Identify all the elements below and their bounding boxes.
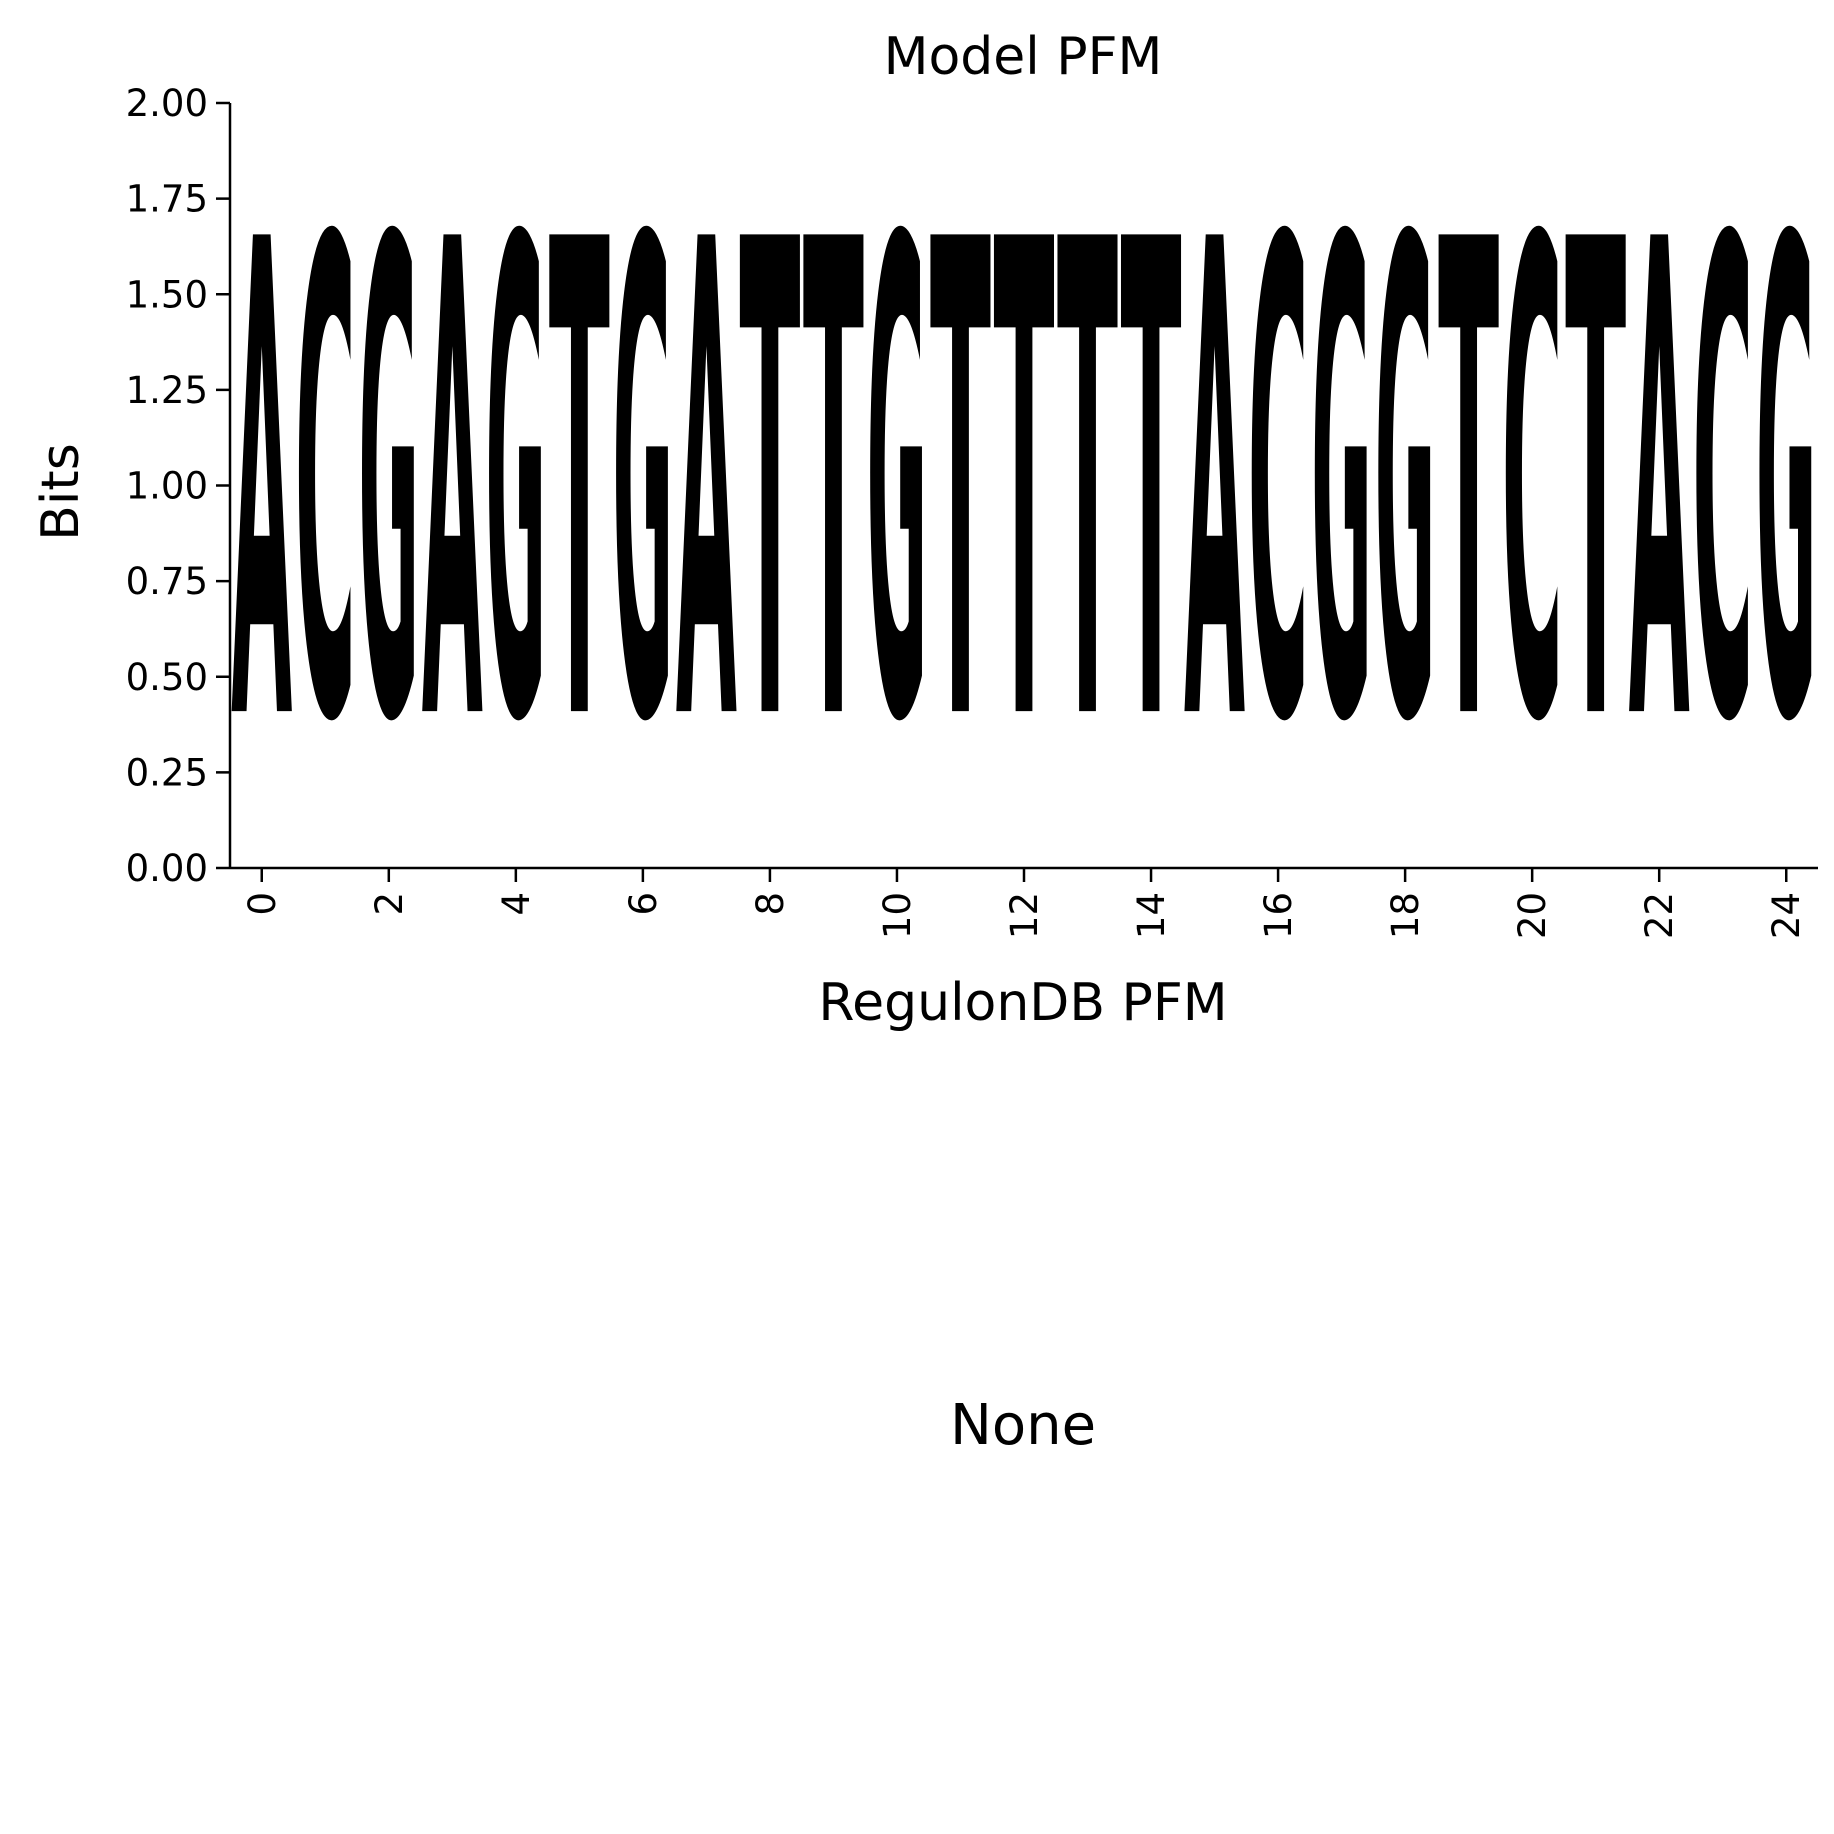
logo-letter-c-pos-16: C [1248,104,1309,866]
y-tick-label: 1.25 [126,369,208,412]
x-tick-label: 18 [1384,892,1427,939]
x-tick-label: 20 [1511,892,1554,939]
logo-letter-g-pos-4: G [485,104,546,866]
x-tick-label: 6 [622,892,665,916]
logo-letter-t-pos-12: T [994,106,1055,867]
logo-letter-g-pos-24: G [1756,104,1817,866]
x-tick-label: 22 [1638,892,1681,939]
logo-letter-c-pos-23: C [1692,104,1753,866]
x-tick-label: 10 [876,892,919,939]
logo-letter-t-pos-13: T [1057,106,1118,867]
logo-letter-c-pos-20: C [1502,104,1563,866]
logo-letter-g-pos-17: G [1311,104,1372,866]
y-tick-label: 0.75 [126,560,208,603]
logo-letter-g-pos-2: G [358,104,419,866]
logo-letter-t-pos-8: T [739,106,800,867]
y-tick-label: 0.00 [126,847,208,890]
x-tick-label: 14 [1130,892,1173,939]
logo-letter-t-pos-14: T [1121,106,1182,867]
y-tick-label: 1.75 [126,178,208,221]
logo-letter-a-pos-3: A [422,105,484,866]
logo-letter-a-pos-15: A [1184,105,1246,866]
logo-letter-g-pos-6: G [612,104,673,866]
axes: 0.000.250.500.751.001.251.501.752.000 2 4 6… [126,82,1818,939]
x-tick-label: 12 [1003,892,1046,939]
logo-letter-g-pos-18: G [1375,104,1436,866]
y-axis-label: Bits [31,443,91,541]
logo-letter-t-pos-5: T [549,106,610,867]
logo-letter-a-pos-22: A [1629,105,1691,866]
y-tick-label: 0.50 [126,656,208,699]
logo-letter-t-pos-9: T [803,106,864,867]
y-tick-label: 2.00 [126,82,208,125]
lower-panel-text: None [950,1393,1096,1458]
logo-letter-t-pos-11: T [930,106,991,867]
logo-letter-a-pos-7: A [676,105,738,866]
y-tick-label: 0.25 [126,751,208,794]
logo-letter-c-pos-1: C [295,104,356,866]
logo-letter-g-pos-10: G [866,104,927,866]
x-tick-label: 0 [241,892,284,916]
x-tick-label: 4 [495,892,538,916]
logo-letter-t-pos-19: T [1438,106,1499,867]
x-tick-label: 24 [1765,892,1808,939]
chart-title: Model PFM [884,27,1163,87]
x-tick-label: 16 [1257,892,1300,939]
logo-letter-a-pos-0: A [231,105,293,866]
x-tick-label: 2 [368,892,411,916]
y-tick-label: 1.50 [126,273,208,316]
logo-letter-t-pos-21: T [1565,106,1626,867]
x-axis-label: RegulonDB PFM [818,973,1227,1033]
y-tick-label: 1.00 [126,465,208,508]
x-tick-label: 8 [749,892,792,916]
